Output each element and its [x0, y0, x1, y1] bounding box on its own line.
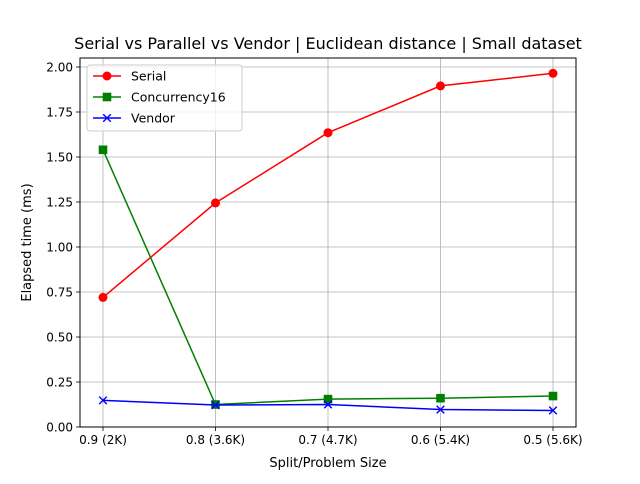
legend-marker — [102, 92, 112, 102]
data-point-serial — [548, 68, 558, 78]
y-axis-label: Elapsed time (ms) — [20, 183, 35, 301]
chart-title: Serial vs Parallel vs Vendor | Euclidean… — [74, 34, 582, 53]
y-tick-label: 0.00 — [46, 421, 73, 435]
legend-item-concurrency16: Concurrency16 — [93, 90, 226, 105]
legend-marker — [102, 113, 112, 123]
legend-label: Vendor — [131, 111, 176, 126]
data-point-concurrency16 — [548, 391, 558, 401]
y-tick-label: 1.00 — [46, 241, 73, 255]
grid — [80, 58, 576, 428]
plot-series — [98, 68, 558, 415]
data-point-concurrency16 — [323, 394, 333, 404]
data-point-vendor — [98, 396, 108, 405]
series-serial — [98, 68, 558, 302]
y-tick-label: 2.00 — [46, 61, 73, 75]
x-tick-label: 0.7 (4.7K) — [298, 433, 357, 447]
y-tick-label: 1.75 — [46, 106, 73, 120]
axis-ticks: 0.9 (2K) 0.8 (3.6K) 0.7 (4.7K) 0.6 (5.4K) 0.… — [46, 61, 582, 448]
data-point-serial — [211, 198, 220, 208]
data-point-serial — [323, 128, 333, 138]
data-point-serial — [436, 81, 445, 91]
x-axis-label: Split/Problem Size — [269, 456, 386, 471]
y-tick-label: 1.25 — [46, 196, 73, 210]
data-point-vendor — [436, 405, 445, 414]
y-tick-label: 1.50 — [46, 151, 73, 165]
legend-label: Serial — [131, 69, 166, 84]
x-tick-label: 0.5 (5.6K) — [523, 433, 582, 447]
data-point-vendor — [548, 406, 558, 415]
y-tick-label: 0.50 — [46, 331, 73, 345]
y-tick-label: 0.75 — [46, 286, 73, 300]
legend-marker — [102, 71, 112, 81]
data-point-serial — [98, 292, 108, 302]
data-point-vendor — [323, 400, 333, 409]
legend-item-serial: Serial — [93, 69, 166, 84]
legend-item-vendor: Vendor — [93, 111, 176, 126]
data-point-concurrency16 — [98, 145, 108, 155]
data-point-concurrency16 — [436, 393, 445, 403]
y-tick-label: 0.25 — [46, 376, 73, 390]
x-tick-label: 0.9 (2K) — [79, 433, 127, 447]
series-vendor — [98, 396, 558, 415]
x-tick-label: 0.6 (5.4K) — [411, 433, 470, 447]
legend: Serial Concurrency16 Vendor — [86, 64, 243, 132]
legend-box — [86, 64, 243, 132]
x-tick-label: 0.8 (3.6K) — [186, 433, 245, 447]
legend-label: Concurrency16 — [131, 90, 226, 105]
data-point-vendor — [211, 400, 220, 410]
